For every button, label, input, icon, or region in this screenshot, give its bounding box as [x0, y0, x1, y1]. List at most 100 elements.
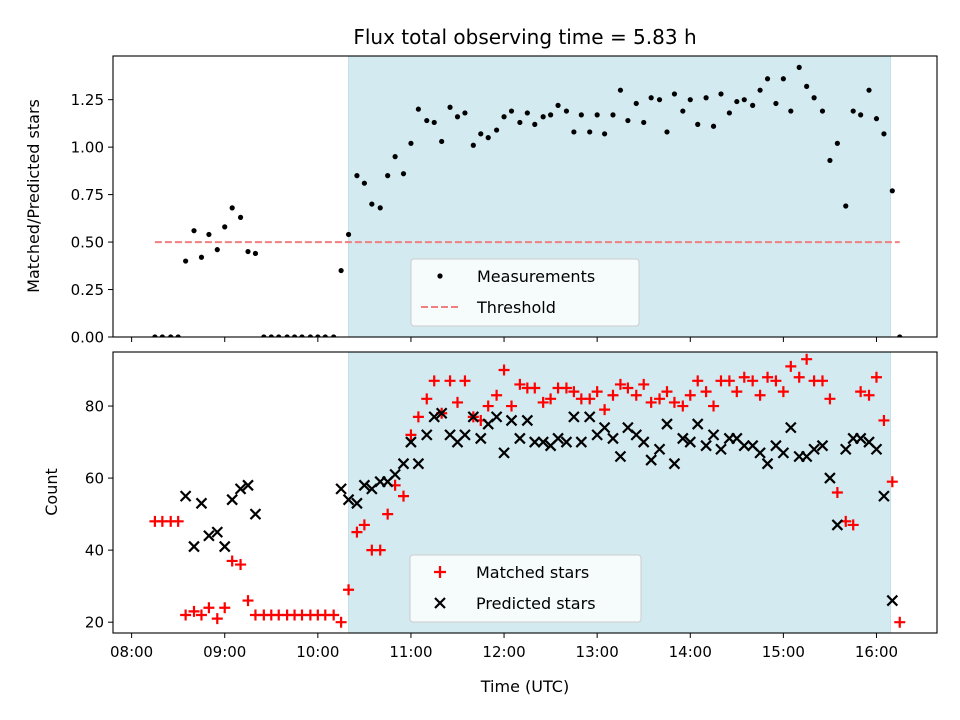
measurement-point: [594, 112, 600, 118]
matched-stars-point: [747, 375, 759, 387]
measurement-point: [152, 334, 158, 337]
bottom-y-tick-label: 80: [85, 398, 104, 416]
measurement-point: [703, 95, 709, 101]
bottom-data-layer: [149, 353, 906, 628]
top-panel: Flux total observing time = 5.83 h 0.00 0…: [24, 25, 938, 347]
bottom-axes-frame: [112, 351, 938, 634]
measurement-point: [431, 119, 437, 126]
bottom-legend-box: [409, 554, 642, 623]
x-tick-label: 09:00: [203, 643, 246, 661]
matched-stars-point: [894, 616, 906, 628]
top-y-tick-label: 0.75: [71, 186, 104, 204]
measurement-point: [796, 64, 802, 70]
predicted-stars-point: [645, 454, 657, 466]
measurement-point: [764, 76, 771, 82]
matched-stars-point: [723, 375, 735, 387]
measurement-point: [284, 334, 290, 337]
matched-stars-point: [661, 386, 673, 398]
matched-stars-point: [529, 382, 541, 394]
matched-stars-point: [855, 386, 867, 398]
measurement-point: [757, 87, 763, 93]
predicted-stars-point: [583, 411, 596, 423]
measurement-point: [198, 254, 205, 260]
matched-stars-point: [491, 389, 503, 401]
measurement-point: [400, 171, 407, 177]
x-tick-label: 11:00: [389, 643, 432, 661]
measurement-point: [222, 224, 228, 230]
predicted-stars-point: [335, 483, 347, 495]
measurement-point: [858, 112, 864, 118]
predicted-stars-point: [754, 447, 766, 459]
predicted-stars-point: [435, 407, 448, 420]
measurement-point: [183, 258, 189, 264]
matched-stars-point: [738, 371, 750, 383]
measurement-point: [664, 129, 670, 135]
matched-stars-point: [235, 559, 247, 571]
measurement-point: [687, 97, 693, 103]
predicted-stars-point: [677, 432, 689, 445]
matched-stars-point: [242, 595, 254, 607]
measurement-point: [811, 95, 817, 101]
predicted-stars-point: [607, 432, 619, 445]
measurement-point: [454, 114, 461, 120]
measurement-point: [563, 108, 570, 114]
predicted-stars-point: [691, 418, 704, 430]
matched-stars-point: [816, 375, 828, 387]
measurement-point: [206, 231, 212, 238]
matched-stars-point: [421, 393, 433, 405]
matched-stars-point: [831, 487, 843, 498]
predicted-stars-point: [668, 457, 681, 470]
legend-predicted-marker: [434, 597, 446, 609]
predicted-stars-point: [218, 540, 231, 553]
measurement-point: [229, 205, 235, 211]
measurement-point: [315, 334, 321, 337]
measurement-point: [843, 203, 849, 209]
predicted-stars-point: [405, 436, 417, 448]
matched-stars-point: [692, 375, 704, 387]
measurement-point: [191, 228, 197, 234]
measurement-point: [377, 205, 383, 211]
measurement-point: [424, 117, 430, 124]
measurement-point: [245, 248, 251, 255]
matched-stars-point: [614, 378, 626, 390]
measurement-point: [345, 231, 352, 238]
predicted-stars-point: [420, 429, 433, 441]
measurement-point: [501, 114, 507, 120]
predicted-stars-point: [234, 483, 247, 495]
matched-stars-point: [700, 386, 712, 398]
measurement-point: [680, 108, 686, 114]
predicted-stars-point: [474, 432, 487, 445]
predicted-stars-point: [878, 490, 890, 502]
matched-stars-point: [870, 371, 882, 383]
measurement-point: [439, 138, 445, 145]
matched-stars-point: [451, 396, 463, 408]
measurement-point: [819, 108, 826, 114]
predicted-stars-point: [459, 429, 471, 441]
x-tick-label: 14:00: [669, 643, 712, 661]
matched-stars-point: [351, 526, 363, 538]
matched-stars-point: [607, 389, 619, 401]
measurement-point: [478, 131, 484, 137]
legend-matched-label: Matched stars: [476, 563, 589, 582]
matched-stars-point: [459, 375, 471, 387]
predicted-stars-point: [816, 439, 829, 452]
predicted-stars-point: [653, 443, 666, 456]
matched-stars-point: [428, 375, 440, 387]
matched-stars-point: [335, 616, 347, 628]
measurement-point: [850, 108, 856, 114]
measurement-point: [369, 201, 375, 207]
matched-stars-point: [514, 378, 526, 390]
predicted-stars-point: [707, 429, 720, 441]
measurement-point: [788, 108, 794, 114]
measurement-point: [175, 334, 181, 337]
top-legend-box: [410, 258, 640, 327]
matched-stars-point: [878, 414, 890, 426]
measurement-point: [331, 334, 337, 337]
matched-stars-point: [622, 382, 634, 394]
measurement-point: [385, 173, 391, 179]
measurement-point: [252, 250, 259, 257]
measurement-point: [447, 104, 453, 110]
measurement-point: [718, 91, 724, 97]
measurement-point: [276, 334, 282, 337]
predicted-stars-point: [661, 418, 673, 430]
